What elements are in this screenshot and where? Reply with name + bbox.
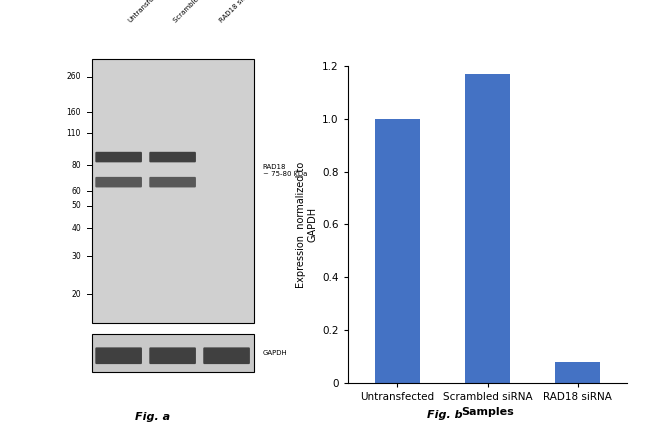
Text: Fig. a: Fig. a xyxy=(135,412,170,422)
Text: 30: 30 xyxy=(72,252,81,260)
X-axis label: Samples: Samples xyxy=(461,407,514,418)
Text: 20: 20 xyxy=(72,290,81,299)
FancyBboxPatch shape xyxy=(150,177,196,187)
Text: 40: 40 xyxy=(72,224,81,233)
Bar xyxy=(92,59,254,323)
Text: RAD18 siRNA: RAD18 siRNA xyxy=(218,0,255,24)
Text: 160: 160 xyxy=(66,108,81,117)
Text: RAD18
~ 75-80 kDa: RAD18 ~ 75-80 kDa xyxy=(263,164,307,177)
Text: Untransfected: Untransfected xyxy=(127,0,166,24)
Bar xyxy=(555,362,600,383)
Text: 60: 60 xyxy=(72,187,81,196)
FancyBboxPatch shape xyxy=(150,152,196,162)
Bar xyxy=(92,334,254,372)
Text: 110: 110 xyxy=(66,129,81,138)
FancyBboxPatch shape xyxy=(96,152,142,162)
Y-axis label: Expression  normalized to
GAPDH: Expression normalized to GAPDH xyxy=(296,161,318,287)
Text: 260: 260 xyxy=(66,72,81,81)
FancyBboxPatch shape xyxy=(96,177,142,187)
Text: 80: 80 xyxy=(72,161,81,169)
Bar xyxy=(375,119,420,383)
FancyBboxPatch shape xyxy=(150,348,196,364)
FancyBboxPatch shape xyxy=(203,348,250,364)
FancyBboxPatch shape xyxy=(96,348,142,364)
Text: Fig. b: Fig. b xyxy=(428,410,463,420)
Text: GAPDH: GAPDH xyxy=(263,350,287,356)
Bar xyxy=(465,74,510,383)
Text: 50: 50 xyxy=(72,202,81,210)
Text: Scrambled siRNA: Scrambled siRNA xyxy=(173,0,219,24)
